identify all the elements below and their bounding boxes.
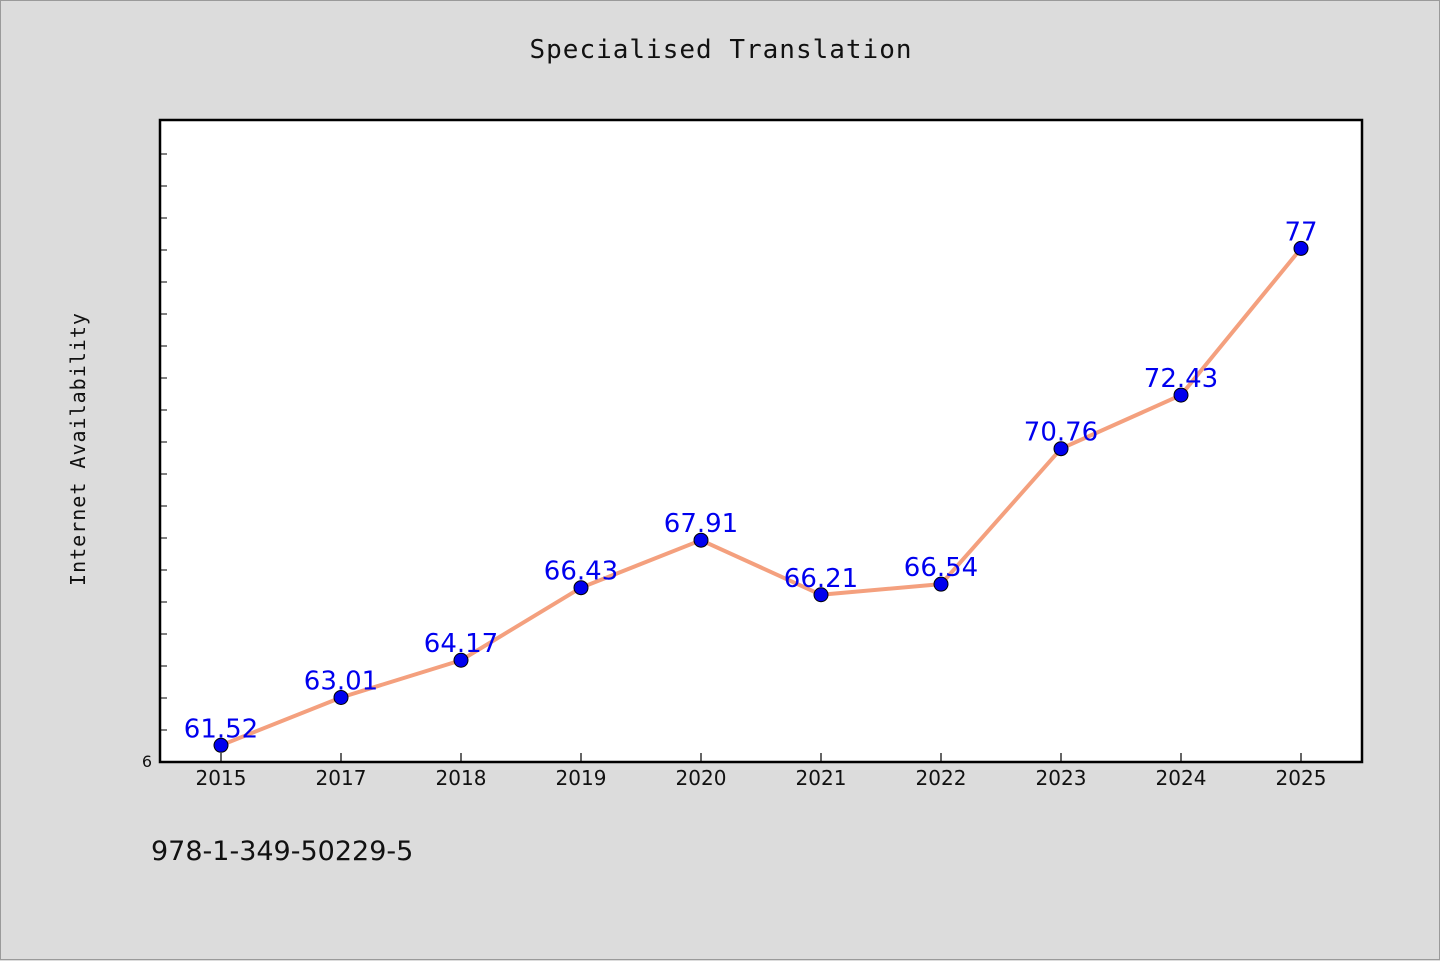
x-tick-label: 2022 bbox=[916, 766, 967, 790]
series-group: 61.52 63.01 64.17 66.43 67.91 66.21 66.54 70.76… bbox=[184, 217, 1318, 753]
series-line bbox=[219, 246, 1303, 748]
chart-title: Specialised Translation bbox=[529, 35, 913, 65]
data-label: 67.91 bbox=[664, 509, 738, 539]
plot-area bbox=[158, 118, 1364, 764]
data-label: 64.17 bbox=[424, 629, 498, 659]
data-point bbox=[333, 689, 349, 705]
data-label: 77 bbox=[1284, 217, 1317, 247]
y-axis-ticks: 6 bbox=[142, 153, 167, 771]
x-tick-label: 2024 bbox=[1156, 766, 1207, 790]
isbn-code: 978-1-349-50229-5 bbox=[151, 836, 414, 867]
data-label: 66.21 bbox=[784, 564, 858, 594]
data-point bbox=[813, 587, 829, 603]
data-point bbox=[1293, 240, 1309, 256]
data-point bbox=[693, 532, 709, 548]
data-label: 66.54 bbox=[904, 553, 978, 583]
x-tick-label: 2023 bbox=[1036, 766, 1087, 790]
x-tick-label: 2015 bbox=[196, 766, 247, 790]
data-label: 72.43 bbox=[1144, 364, 1218, 394]
data-point bbox=[573, 580, 589, 596]
data-point bbox=[213, 737, 229, 753]
data-label: 63.01 bbox=[304, 666, 378, 696]
x-tick-label: 2025 bbox=[1276, 766, 1327, 790]
data-point bbox=[1173, 387, 1189, 403]
y-tick-label: 6 bbox=[142, 752, 152, 771]
data-point bbox=[453, 652, 469, 668]
data-label: 70.76 bbox=[1024, 418, 1098, 448]
x-tick-label: 2020 bbox=[676, 766, 727, 790]
data-label: 61.52 bbox=[184, 714, 258, 744]
x-tick-label: 2018 bbox=[436, 766, 487, 790]
x-axis-ticks: 2015 2017 2018 2019 2020 2021 2022 2023 2024 2025 bbox=[196, 753, 1327, 790]
data-point bbox=[933, 576, 949, 592]
data-point bbox=[1053, 441, 1069, 457]
x-tick-label: 2019 bbox=[556, 766, 607, 790]
x-tick-label: 2021 bbox=[796, 766, 847, 790]
x-tick-label: 2017 bbox=[316, 766, 367, 790]
data-label: 66.43 bbox=[544, 557, 618, 587]
